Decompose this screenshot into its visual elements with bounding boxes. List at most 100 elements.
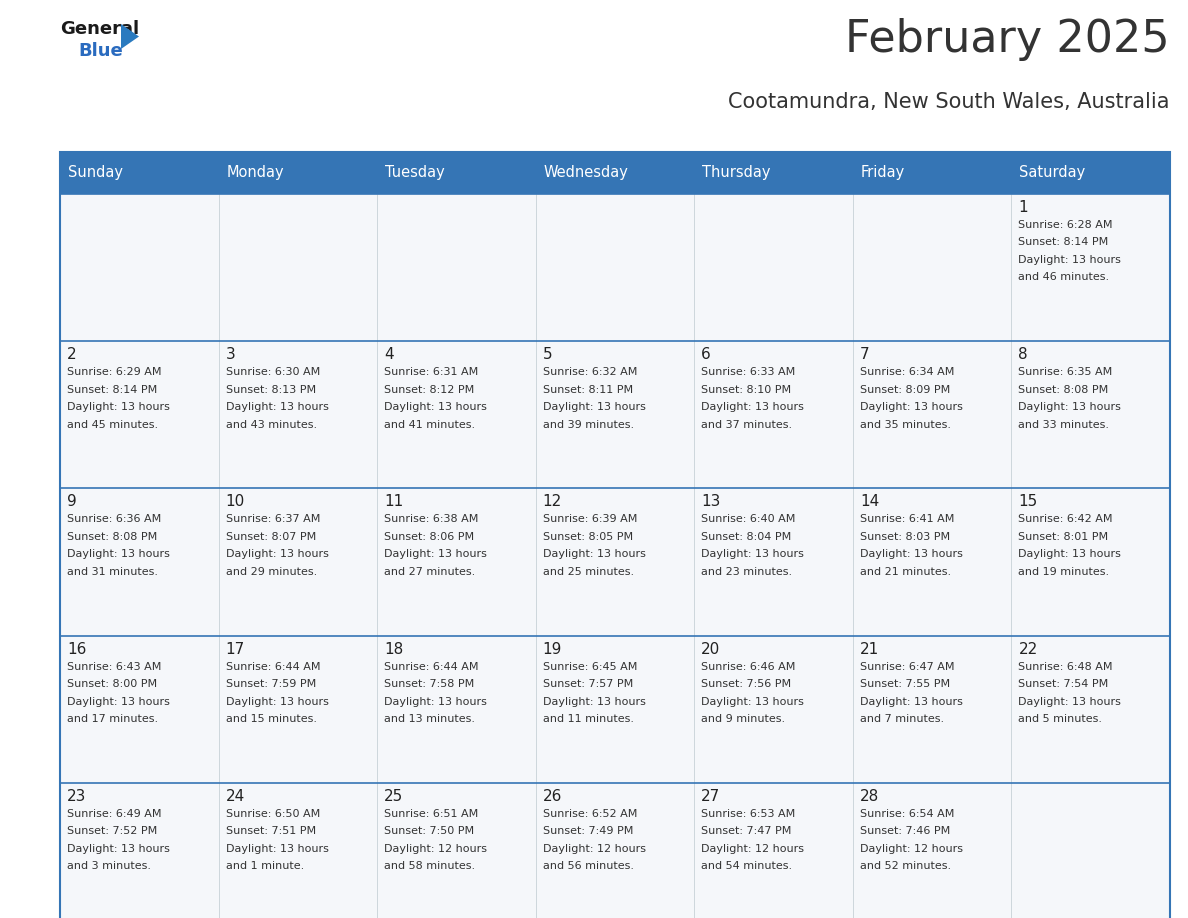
Text: Sunset: 7:47 PM: Sunset: 7:47 PM — [701, 826, 791, 836]
Bar — [61, 783, 1170, 918]
Text: General: General — [61, 20, 139, 38]
Text: Sunrise: 6:32 AM: Sunrise: 6:32 AM — [543, 367, 637, 377]
Text: Sunrise: 6:31 AM: Sunrise: 6:31 AM — [384, 367, 479, 377]
Text: and 9 minutes.: and 9 minutes. — [701, 714, 785, 724]
Text: and 37 minutes.: and 37 minutes. — [701, 420, 792, 430]
Text: Daylight: 13 hours: Daylight: 13 hours — [67, 844, 170, 854]
Text: and 54 minutes.: and 54 minutes. — [701, 861, 792, 871]
Text: Sunrise: 6:36 AM: Sunrise: 6:36 AM — [67, 514, 162, 524]
Text: Sunset: 7:49 PM: Sunset: 7:49 PM — [543, 826, 633, 836]
Text: Daylight: 13 hours: Daylight: 13 hours — [226, 549, 328, 559]
Text: 22: 22 — [1018, 642, 1037, 656]
Text: Sunset: 8:09 PM: Sunset: 8:09 PM — [860, 385, 950, 395]
Text: 18: 18 — [384, 642, 404, 656]
Text: and 29 minutes.: and 29 minutes. — [226, 567, 317, 577]
Text: Sunset: 8:03 PM: Sunset: 8:03 PM — [860, 532, 950, 542]
Text: Daylight: 13 hours: Daylight: 13 hours — [1018, 402, 1121, 412]
Text: Friday: Friday — [861, 165, 905, 181]
Text: Sunset: 8:05 PM: Sunset: 8:05 PM — [543, 532, 633, 542]
Text: Thursday: Thursday — [702, 165, 771, 181]
Text: Sunrise: 6:47 AM: Sunrise: 6:47 AM — [860, 662, 954, 672]
Text: Daylight: 12 hours: Daylight: 12 hours — [860, 844, 962, 854]
Text: Daylight: 13 hours: Daylight: 13 hours — [226, 402, 328, 412]
Text: 11: 11 — [384, 495, 404, 509]
Text: Sunrise: 6:38 AM: Sunrise: 6:38 AM — [384, 514, 479, 524]
Text: Daylight: 13 hours: Daylight: 13 hours — [1018, 549, 1121, 559]
Text: and 43 minutes.: and 43 minutes. — [226, 420, 317, 430]
Text: Sunrise: 6:49 AM: Sunrise: 6:49 AM — [67, 809, 162, 819]
Text: Sunrise: 6:34 AM: Sunrise: 6:34 AM — [860, 367, 954, 377]
Text: and 3 minutes.: and 3 minutes. — [67, 861, 151, 871]
Text: Sunset: 8:07 PM: Sunset: 8:07 PM — [226, 532, 316, 542]
Text: 14: 14 — [860, 495, 879, 509]
Text: Daylight: 13 hours: Daylight: 13 hours — [860, 549, 962, 559]
Text: and 41 minutes.: and 41 minutes. — [384, 420, 475, 430]
Text: Daylight: 13 hours: Daylight: 13 hours — [67, 402, 170, 412]
Text: Sunset: 8:11 PM: Sunset: 8:11 PM — [543, 385, 633, 395]
Text: Sunset: 8:13 PM: Sunset: 8:13 PM — [226, 385, 316, 395]
Text: Tuesday: Tuesday — [385, 165, 444, 181]
Text: 2: 2 — [67, 347, 76, 363]
Text: Sunrise: 6:52 AM: Sunrise: 6:52 AM — [543, 809, 637, 819]
Text: Sunset: 7:59 PM: Sunset: 7:59 PM — [226, 679, 316, 689]
Text: and 11 minutes.: and 11 minutes. — [543, 714, 633, 724]
Text: and 19 minutes.: and 19 minutes. — [1018, 567, 1110, 577]
Text: and 39 minutes.: and 39 minutes. — [543, 420, 634, 430]
Text: Daylight: 13 hours: Daylight: 13 hours — [67, 697, 170, 707]
Text: Daylight: 13 hours: Daylight: 13 hours — [701, 402, 804, 412]
Text: Sunrise: 6:48 AM: Sunrise: 6:48 AM — [1018, 662, 1113, 672]
Text: Daylight: 13 hours: Daylight: 13 hours — [384, 549, 487, 559]
Text: Sunrise: 6:33 AM: Sunrise: 6:33 AM — [701, 367, 796, 377]
Text: and 27 minutes.: and 27 minutes. — [384, 567, 475, 577]
Text: Sunset: 7:57 PM: Sunset: 7:57 PM — [543, 679, 633, 689]
Text: and 17 minutes.: and 17 minutes. — [67, 714, 158, 724]
Text: 10: 10 — [226, 495, 245, 509]
Text: Sunrise: 6:51 AM: Sunrise: 6:51 AM — [384, 809, 479, 819]
Text: Sunrise: 6:42 AM: Sunrise: 6:42 AM — [1018, 514, 1113, 524]
Text: Sunset: 7:54 PM: Sunset: 7:54 PM — [1018, 679, 1108, 689]
Text: Sunrise: 6:37 AM: Sunrise: 6:37 AM — [226, 514, 320, 524]
Text: and 21 minutes.: and 21 minutes. — [860, 567, 950, 577]
Text: Sunset: 7:56 PM: Sunset: 7:56 PM — [701, 679, 791, 689]
Text: Daylight: 13 hours: Daylight: 13 hours — [701, 549, 804, 559]
Text: Sunset: 7:46 PM: Sunset: 7:46 PM — [860, 826, 950, 836]
Text: Saturday: Saturday — [1019, 165, 1086, 181]
Text: Sunset: 7:52 PM: Sunset: 7:52 PM — [67, 826, 157, 836]
Bar — [61, 152, 1170, 194]
Text: 19: 19 — [543, 642, 562, 656]
Text: and 45 minutes.: and 45 minutes. — [67, 420, 158, 430]
Text: Daylight: 13 hours: Daylight: 13 hours — [226, 697, 328, 707]
Text: Sunday: Sunday — [68, 165, 124, 181]
Text: Sunset: 8:04 PM: Sunset: 8:04 PM — [701, 532, 791, 542]
Text: Daylight: 13 hours: Daylight: 13 hours — [543, 402, 645, 412]
Text: Sunrise: 6:45 AM: Sunrise: 6:45 AM — [543, 662, 637, 672]
Bar — [61, 152, 1170, 918]
Text: and 31 minutes.: and 31 minutes. — [67, 567, 158, 577]
Text: Sunset: 8:10 PM: Sunset: 8:10 PM — [701, 385, 791, 395]
Text: 13: 13 — [701, 495, 721, 509]
Text: 1: 1 — [1018, 200, 1028, 215]
Text: Daylight: 12 hours: Daylight: 12 hours — [701, 844, 804, 854]
Text: Sunset: 8:08 PM: Sunset: 8:08 PM — [1018, 385, 1108, 395]
Text: and 25 minutes.: and 25 minutes. — [543, 567, 634, 577]
Text: Sunset: 7:51 PM: Sunset: 7:51 PM — [226, 826, 316, 836]
Text: 28: 28 — [860, 789, 879, 804]
Text: and 33 minutes.: and 33 minutes. — [1018, 420, 1110, 430]
Text: Sunrise: 6:50 AM: Sunrise: 6:50 AM — [226, 809, 320, 819]
Text: Daylight: 13 hours: Daylight: 13 hours — [1018, 697, 1121, 707]
Text: 12: 12 — [543, 495, 562, 509]
Text: Sunrise: 6:40 AM: Sunrise: 6:40 AM — [701, 514, 796, 524]
Text: and 58 minutes.: and 58 minutes. — [384, 861, 475, 871]
Text: Sunrise: 6:41 AM: Sunrise: 6:41 AM — [860, 514, 954, 524]
Text: 15: 15 — [1018, 495, 1037, 509]
Text: 25: 25 — [384, 789, 404, 804]
Text: Daylight: 13 hours: Daylight: 13 hours — [67, 549, 170, 559]
Text: 23: 23 — [67, 789, 87, 804]
Text: Sunset: 8:00 PM: Sunset: 8:00 PM — [67, 679, 157, 689]
Text: February 2025: February 2025 — [846, 18, 1170, 61]
Bar — [61, 341, 1170, 488]
Text: Daylight: 12 hours: Daylight: 12 hours — [543, 844, 646, 854]
Text: Monday: Monday — [227, 165, 284, 181]
Text: Daylight: 13 hours: Daylight: 13 hours — [1018, 255, 1121, 265]
Text: Daylight: 13 hours: Daylight: 13 hours — [384, 697, 487, 707]
